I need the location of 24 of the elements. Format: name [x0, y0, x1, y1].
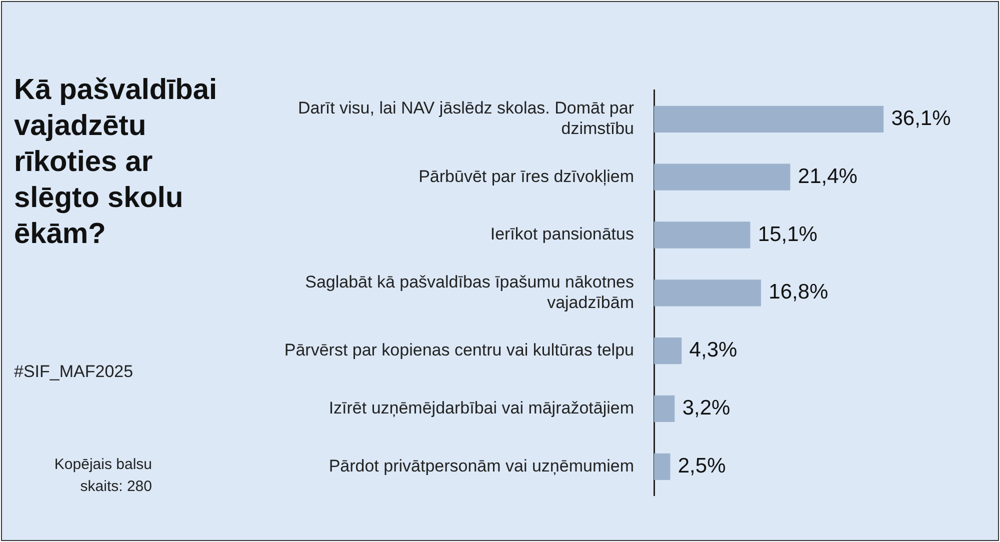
data-label: 15,1%: [758, 222, 818, 246]
data-label: 36,1%: [891, 106, 951, 130]
y-tick-label: Darīt visu, lai NAV jāslēdz skolas. Domāt par dzimstību: [298, 98, 634, 138]
text: Kā pašvaldībai vajadzētu rīkoties ar slēgto skolu ēkām?: [14, 73, 218, 252]
y-tick-label: Ierīkot pansionātus: [490, 224, 634, 244]
bar: [654, 106, 884, 132]
y-tick-label: Izīrēt uzņēmējdarbībai vai mājražotājiem: [328, 398, 634, 418]
bar: [654, 453, 670, 480]
text: Kopējais balsu skaits: 280: [53, 455, 152, 497]
data-label: 2,5%: [678, 454, 726, 478]
bar: [654, 280, 762, 306]
y-tick-label: Pārdot privātpersonām vai uzņēmumiem: [328, 456, 634, 476]
bar: [654, 164, 790, 190]
bar: [654, 222, 750, 248]
y-tick-label: Saglabāt kā pašvaldības īpašumu nākotnes vajadzībām: [305, 272, 634, 312]
data-label: 21,4%: [798, 164, 858, 188]
y-tick-label: Pārvērst par kopienas centru vai kultūras telpu: [284, 340, 634, 360]
data-label: 16,8%: [768, 280, 828, 304]
text: #SIF_MAF2025: [14, 362, 134, 382]
bar: [654, 395, 675, 422]
data-label: 4,3%: [689, 338, 738, 362]
y-tick-label: Pārbūvēt par īres dzīvokļiem: [418, 166, 634, 186]
bar: [654, 337, 682, 364]
data-label: 3,2%: [682, 396, 730, 420]
